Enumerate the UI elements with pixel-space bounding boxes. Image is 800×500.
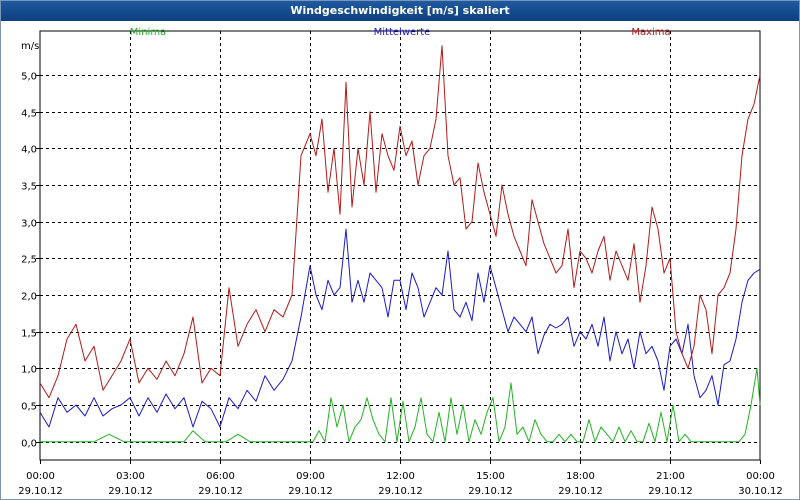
y-tick-label: 3,0 [21, 219, 37, 230]
y-tick-label: 4,0 [21, 145, 37, 156]
x-tick-date: 29.10.12 [468, 486, 513, 497]
legend-mittelwerte: Mittelwerte [374, 27, 431, 38]
y-tick-label: 2,5 [21, 255, 37, 266]
x-tick-time: 12:00 [386, 471, 415, 482]
x-tick-date: 29.10.12 [198, 486, 243, 497]
x-tick-date: 29.10.12 [108, 486, 153, 497]
x-tick-time: 03:00 [116, 471, 145, 482]
y-tick-label: 3,5 [21, 182, 37, 193]
x-tick-date: 29.10.12 [378, 486, 423, 497]
y-tick-label: 5,0 [21, 72, 37, 83]
x-tick-time: 18:00 [566, 471, 595, 482]
series-line-maxima [39, 45, 761, 399]
series-lines [39, 45, 761, 443]
x-tick-time: 21:00 [656, 471, 685, 482]
y-axis-ticks: 0,0 0,5 1,0 1,5 2,0 2,5 3,0 3,5 4,0 4,5 5,0 [21, 72, 40, 450]
x-tick-date: 29.10.12 [648, 486, 693, 497]
x-tick-date: 29.10.12 [288, 486, 333, 497]
x-axis-ticks: 00:00 29.10.12 03:00 29.10.12 06:00 29.10.12 0… [18, 460, 783, 497]
x-tick-time: 15:00 [476, 471, 505, 482]
y-tick-label: 2,0 [21, 292, 37, 303]
x-tick-date: 29.10.12 [18, 486, 63, 497]
y-tick-label: 4,5 [21, 109, 37, 120]
series-line-minima [40, 367, 761, 443]
y-tick-label: 0,5 [21, 402, 37, 413]
legend-maxima: Maxima [631, 27, 670, 38]
grid-lines [40, 31, 760, 460]
x-tick-time: 00:00 [746, 471, 775, 482]
plot-frame [39, 30, 761, 461]
x-tick-time: 06:00 [206, 471, 235, 482]
x-tick-time: 00:00 [26, 471, 55, 482]
x-tick-time: 09:00 [296, 471, 325, 482]
window-title: Windgeschwindigkeit [m/s] skaliert [1, 1, 799, 21]
y-tick-label: 0,0 [21, 439, 37, 450]
x-tick-date: 29.10.12 [558, 486, 603, 497]
y-tick-label: 1,5 [21, 329, 37, 340]
series-line-mittelwerte [39, 228, 761, 428]
y-axis-label: m/s [21, 41, 39, 52]
y-tick-label: 1,0 [21, 365, 37, 376]
legend-minima: Minima [130, 27, 166, 38]
x-tick-date: 30.10.12 [738, 486, 783, 497]
